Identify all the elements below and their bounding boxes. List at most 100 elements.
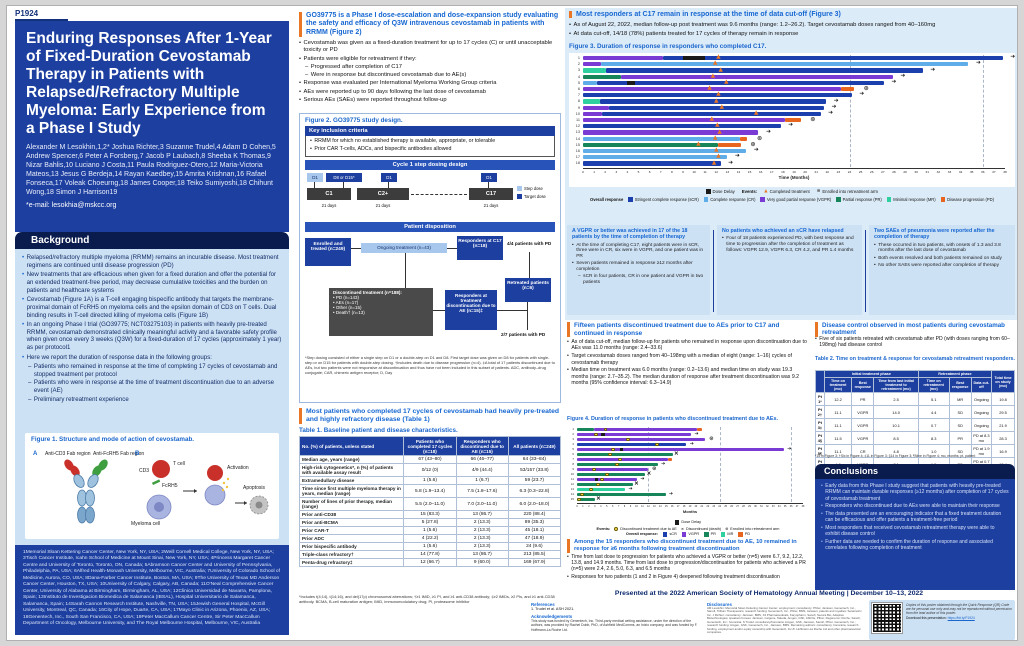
- completed-treatment-marker: ▲: [754, 110, 759, 117]
- disclosures-text: AM Lesokhin: Memorial Sloan Kettering Ca…: [707, 606, 862, 635]
- flow-pd-c17: 4/4 patients with PD: [507, 241, 552, 247]
- dose-delay-segment: [601, 432, 605, 437]
- presented-line: Presented at the 2022 American Society o…: [614, 590, 924, 597]
- legend-item: ▲ Completed treatment: [764, 189, 810, 194]
- swimmer-bar-segment: [577, 497, 595, 502]
- table-row: Pt 5¶ 11.1 CR 4.8 1.0 SD PD at 1.9 mo 16.9: [815, 444, 1016, 458]
- swimmer-row-label: 10: [575, 111, 580, 116]
- cycle-box-c17: C17: [469, 188, 513, 201]
- x-tick-label: 5: [606, 505, 608, 508]
- swimmer-bar-segment: [606, 68, 923, 73]
- swimmer-row-label: 2: [572, 432, 574, 436]
- x-tick-label: 17: [770, 169, 774, 174]
- table1-cell: 53/157 (33.8): [507, 463, 562, 477]
- table2-cell: PR: [948, 431, 972, 445]
- ongoing-arrow: ➔: [734, 153, 740, 160]
- retreatment-marker: ⊛: [750, 140, 756, 148]
- x-tick-label: 25: [724, 505, 728, 508]
- svg-text:Apoptosis: Apoptosis: [243, 485, 265, 491]
- figure4-caption: Figure 4. Duration of response in patien…: [567, 416, 778, 422]
- table2-cell: SD: [948, 405, 972, 419]
- table2-header: Data cut-off: [970, 377, 992, 393]
- ae-discontinued-marker: [589, 487, 594, 492]
- figure3-chart: ▲ ➔ ▲ ➔ ▲ ➔ ▲ ➔ ▲ ➔ ▲ ⊛ ▲ ➔ ▲ ➔ ▲ ➔ ▲ ➔ ▲ ⊛ ▲ ➔ ▲ ➔ ▲ ⊛ ▲ ⊛ ▲ ➔ ▲ ➔ ▲ ➔ 1 2 3 4…: [569, 53, 1015, 187]
- legend-item: Complete response (CR): [703, 197, 755, 202]
- sub-bullet-item: – sCR in four patients, CR in one patient…: [578, 274, 704, 286]
- x-tick-label: 0: [576, 505, 578, 508]
- swimmer-row-label: 14: [570, 492, 574, 496]
- dose-delay-segment: [619, 447, 624, 452]
- download-link[interactable]: https://bit.ly/P1924: [947, 616, 975, 621]
- qr-code: [871, 602, 903, 634]
- legend-item: Dose Delay: [674, 520, 701, 525]
- swimmer-bar-segment: [577, 452, 673, 457]
- swimmer-row-label: 4: [577, 74, 580, 79]
- disposition-diagram: Enrolled and treated (n=249) Ongoing tre…: [305, 232, 555, 354]
- table2-cell: 5.1: [917, 392, 950, 406]
- ongoing-arrow: ➔: [891, 79, 897, 86]
- acknowledgements-header: Acknowledgements: [531, 614, 573, 619]
- completed-treatment-marker: ▲: [712, 134, 718, 141]
- bullet-item: • At the time of completing C17, eight pa…: [572, 242, 704, 260]
- table-row: Pt 4§ 11.5 VGPR 8.5 8.3 PR PD at 8.3 mo 28.3: [815, 431, 1016, 445]
- legend-item: Stringent complete response (sCR): [628, 197, 699, 202]
- swimmer-row-label: 6: [572, 452, 574, 456]
- summary-box-heading: A VGPR or better was achieved in 17 of t…: [572, 228, 688, 241]
- conclusions-box: Conclusions • Early data from this Phase …: [815, 464, 1015, 590]
- ongoing-arrow: ➔: [628, 486, 633, 493]
- target-dose-tag-2: D1: [381, 173, 397, 183]
- table1-cell: 47 (18.9): [507, 534, 562, 543]
- among-heading: Among the 15 responders who discontinued…: [574, 539, 797, 552]
- ongoing-arrow: ➔: [788, 122, 794, 129]
- legend-swatch: [706, 189, 711, 194]
- swimmer-bar-segment: [583, 62, 601, 67]
- legend-swatch: [681, 532, 687, 537]
- swimmer-bar-segment: [785, 118, 801, 123]
- x-tick-label: 24: [718, 505, 722, 508]
- swimmer-row-label: 5: [572, 447, 574, 451]
- table2-header: Time from last initial treatment to retr…: [873, 377, 919, 393]
- x-tick-label: 31: [925, 169, 929, 174]
- bullet-item: • Cevostamab (Figure 1A) is a T-cell enga…: [22, 295, 277, 319]
- sub-bullet-item: – Were in response but discontinued cevos…: [305, 72, 467, 79]
- swimmer-bar-segment: [577, 427, 594, 432]
- swimmer-row-label: 15: [570, 497, 574, 501]
- x-tick-label: 2: [604, 169, 607, 174]
- completed-treatment-marker: ▲: [710, 72, 716, 79]
- death-marker: ×: [673, 450, 679, 457]
- table-row: Triple-class refractory† 14 (77.8) 13 (86.…: [298, 550, 562, 559]
- swimmer-bar-segment: [583, 99, 600, 104]
- x-tick-label: 4: [626, 169, 629, 174]
- death-marker: ×: [595, 495, 601, 502]
- legend-swatch: [704, 532, 709, 537]
- swimmer-row-label: 10: [570, 472, 574, 476]
- x-tick-label: 28: [892, 169, 896, 174]
- table2-header: Time on retreatment (mo): [917, 377, 950, 393]
- legend-item: ⊛ Enrolled into retreatment arm: [725, 526, 780, 531]
- flow-discontinued-item: • PD (n=143): [333, 295, 359, 301]
- table2-header: Total time on study (mo): [990, 370, 1016, 393]
- swimmer-bar-segment: [583, 111, 602, 116]
- table2-header: Best response: [948, 377, 972, 393]
- x-tick-label: 10: [635, 505, 638, 508]
- figure2-footnote: *Step dosing consisted of either a singl…: [305, 355, 555, 375]
- swimmer-row-label: 9: [572, 467, 574, 471]
- x-axis: 0 1 2 3 4 5 6 7 8 9 10 11 12 13 14 15 16 17 18 19 20 21 22 23 24…: [576, 503, 804, 508]
- x-tick-label: 20: [694, 505, 698, 508]
- orange-accent-bar: [567, 539, 570, 553]
- completed-treatment-marker: ▲: [696, 141, 701, 148]
- swimmer-bar-segment: [608, 105, 824, 110]
- swimmer-bar-segment: [583, 105, 609, 110]
- orange-accent-bar: [299, 408, 302, 425]
- cycle-box-c2: C2+: [357, 188, 409, 201]
- x-tick-label: 4: [600, 505, 602, 508]
- bullet-item: • The data presented are an encouraging i…: [821, 511, 1002, 524]
- table2-container: Initial treatment phase Retreatment phase…: [815, 370, 1016, 471]
- svg-text:Activation: Activation: [227, 465, 249, 471]
- table2-cell: 8.3: [917, 431, 950, 445]
- retreatment-marker: ⊛: [810, 116, 816, 123]
- legend-item: Partial response (PR): [836, 197, 882, 202]
- flow-enrolled: Enrolled and treated (n=249): [305, 238, 351, 267]
- figure3-caption: Figure 3. Duration of response in respon…: [569, 43, 767, 50]
- x-tick-label: 38: [801, 505, 805, 508]
